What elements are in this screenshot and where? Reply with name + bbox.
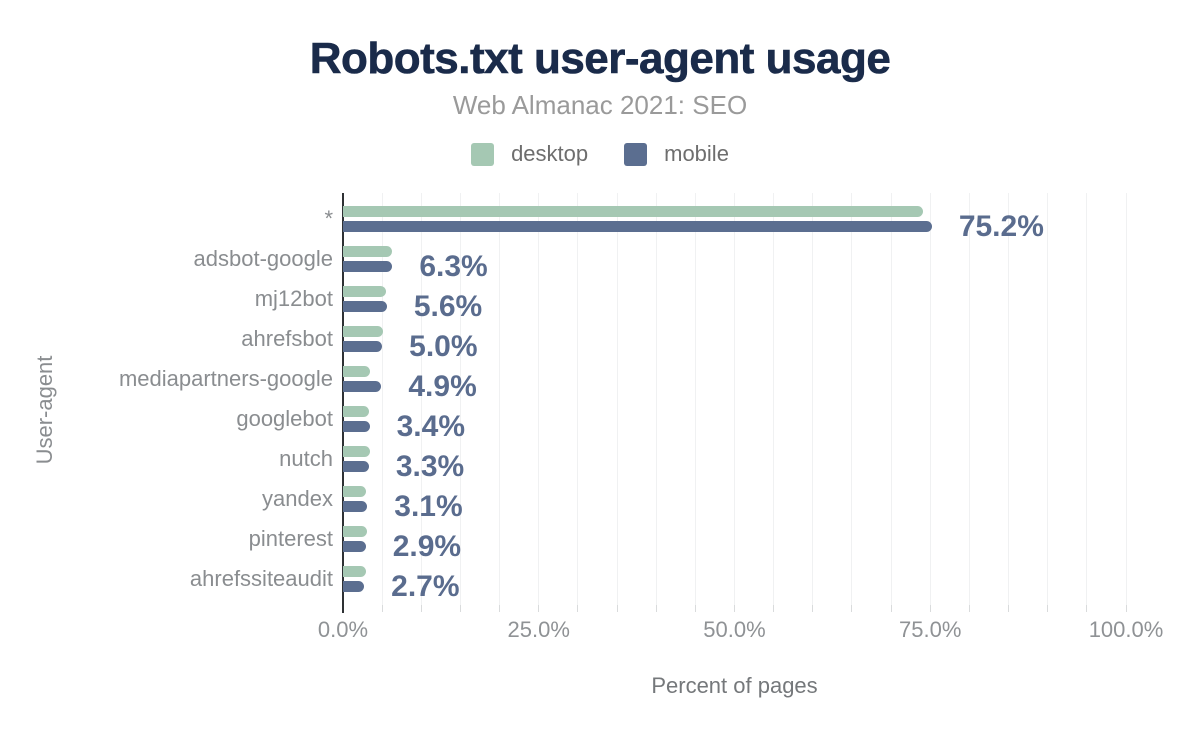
x-minor-tick bbox=[616, 605, 618, 612]
gridline bbox=[929, 193, 931, 605]
bar-desktop bbox=[343, 326, 383, 337]
gridline bbox=[420, 193, 422, 605]
x-minor-tick bbox=[968, 605, 970, 612]
bar-desktop bbox=[343, 566, 366, 577]
gridline bbox=[459, 193, 461, 605]
gridline bbox=[773, 193, 775, 605]
value-label: 4.9% bbox=[408, 370, 477, 403]
category-label: * bbox=[324, 206, 333, 231]
gridline bbox=[577, 193, 579, 605]
x-minor-tick bbox=[694, 605, 696, 612]
bar-mobile bbox=[343, 221, 932, 232]
legend-label-mobile: mobile bbox=[664, 141, 729, 166]
category-label: mj12bot bbox=[254, 286, 333, 311]
category-label: pinterest bbox=[248, 526, 333, 551]
gridline bbox=[499, 193, 501, 605]
gridline bbox=[1125, 193, 1127, 605]
bar-desktop bbox=[343, 366, 371, 377]
x-tick-label: 100.0% bbox=[1088, 617, 1164, 642]
gridline bbox=[655, 193, 657, 605]
x-minor-tick bbox=[538, 605, 540, 612]
bar-desktop bbox=[343, 446, 370, 457]
gridline bbox=[616, 193, 618, 605]
value-label: 6.3% bbox=[419, 250, 488, 283]
x-minor-tick bbox=[420, 605, 422, 612]
y-axis-title: User-agent bbox=[32, 355, 57, 465]
chart-subtitle: Web Almanac 2021: SEO bbox=[452, 90, 748, 120]
x-minor-tick bbox=[773, 605, 775, 612]
bar-mobile bbox=[343, 581, 365, 592]
mobile-swatch bbox=[624, 142, 648, 166]
x-minor-tick bbox=[459, 605, 461, 612]
x-minor-tick bbox=[381, 605, 383, 612]
y-axis-line bbox=[342, 193, 344, 613]
gridline bbox=[890, 193, 892, 605]
value-label: 75.2% bbox=[958, 210, 1044, 243]
bar-desktop bbox=[343, 246, 392, 257]
bar-mobile bbox=[343, 301, 387, 312]
bar-mobile bbox=[343, 341, 383, 352]
value-label: 3.3% bbox=[395, 450, 465, 483]
x-minor-tick bbox=[499, 605, 501, 612]
value-label: 2.7% bbox=[391, 570, 460, 603]
chart-title: Robots.txt user-agent usage bbox=[309, 34, 891, 84]
x-minor-tick bbox=[929, 605, 931, 612]
legend-label-desktop: desktop bbox=[511, 141, 589, 166]
x-minor-tick bbox=[1086, 605, 1088, 612]
desktop-swatch bbox=[471, 142, 495, 166]
x-minor-tick bbox=[655, 605, 657, 612]
value-label: 2.9% bbox=[392, 530, 462, 563]
x-minor-tick bbox=[734, 605, 735, 612]
category-label: ahrefsbot bbox=[241, 326, 333, 351]
bar-desktop bbox=[343, 406, 369, 417]
value-label: 3.4% bbox=[396, 410, 465, 443]
category-label: adsbot-google bbox=[193, 246, 333, 271]
legend-item-desktop: desktop bbox=[471, 141, 588, 167]
gridline bbox=[694, 193, 696, 605]
x-minor-tick bbox=[851, 605, 853, 612]
bar-mobile bbox=[343, 381, 382, 392]
gridline bbox=[851, 193, 853, 605]
bar-desktop bbox=[343, 286, 387, 297]
x-tick-label: 50.0% bbox=[703, 617, 766, 642]
gridline bbox=[968, 193, 970, 605]
x-tick-label: 25.0% bbox=[507, 617, 570, 642]
category-label: mediapartners-google bbox=[118, 366, 333, 391]
bar-mobile bbox=[343, 541, 366, 552]
gridline bbox=[1047, 193, 1049, 605]
gridline bbox=[1086, 193, 1088, 605]
gridline bbox=[1008, 193, 1010, 605]
x-minor-tick bbox=[890, 605, 892, 612]
x-tick-label: 75.0% bbox=[899, 617, 962, 642]
bar-mobile bbox=[343, 421, 370, 432]
x-minor-tick bbox=[1125, 605, 1127, 612]
gridline bbox=[381, 193, 383, 605]
value-label: 3.1% bbox=[394, 490, 463, 523]
category-label: yandex bbox=[262, 486, 333, 511]
gridline bbox=[734, 193, 735, 605]
bar-desktop bbox=[343, 206, 924, 217]
chart-legend: desktop mobile bbox=[0, 141, 1200, 167]
gridline bbox=[812, 193, 814, 605]
x-minor-tick bbox=[812, 605, 814, 612]
x-minor-tick bbox=[1008, 605, 1010, 612]
category-label: googlebot bbox=[236, 406, 333, 431]
x-minor-tick bbox=[577, 605, 579, 612]
category-label: nutch bbox=[279, 446, 333, 471]
gridline bbox=[538, 193, 540, 605]
x-axis-title: Percent of pages bbox=[651, 673, 818, 698]
plot-area: * 75.2% adsbot-google 6.3% mj12bot 5.6% ahrefs… bbox=[119, 193, 1163, 698]
bar-mobile bbox=[343, 461, 369, 472]
value-label: 5.6% bbox=[413, 290, 483, 323]
bar-desktop bbox=[343, 486, 367, 497]
x-minor-tick bbox=[1047, 605, 1049, 612]
x-tick-label: 0.0% bbox=[317, 617, 369, 642]
legend-item-mobile: mobile bbox=[624, 141, 729, 167]
value-label: 5.0% bbox=[409, 330, 478, 363]
bar-desktop bbox=[343, 526, 368, 537]
bar-mobile bbox=[343, 501, 368, 512]
category-label: ahrefssiteaudit bbox=[189, 566, 333, 591]
bar-mobile bbox=[343, 261, 393, 272]
